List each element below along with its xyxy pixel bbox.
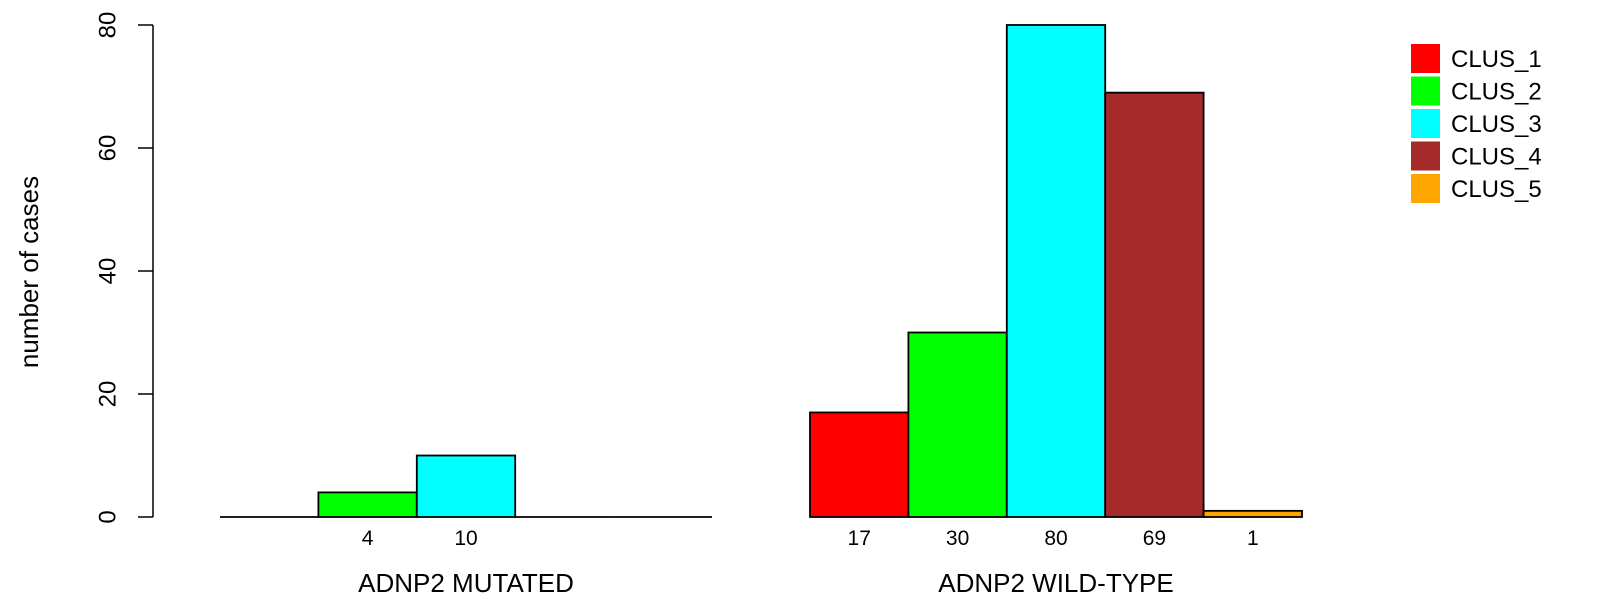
count-label: 17 <box>848 527 871 550</box>
legend-label: CLUS_5 <box>1451 176 1542 203</box>
bar <box>1104 91 1205 518</box>
y-axis-title: number of cases <box>14 176 44 368</box>
legend-swatch <box>1411 141 1440 171</box>
legend-swatch <box>1411 76 1440 106</box>
count-label: 69 <box>1143 527 1166 550</box>
count-label: 10 <box>454 527 477 550</box>
y-tick-label: 60 <box>94 135 121 162</box>
legend-swatch <box>1411 44 1440 73</box>
bar <box>907 331 1008 518</box>
legend-label: CLUS_1 <box>1451 46 1542 73</box>
bar <box>415 454 517 518</box>
legend: CLUS_1 CLUS_2 CLUS_3 CLUS_4 CLUS_5 <box>1411 44 1542 203</box>
group-label: ADNP2 WILD-TYPE <box>938 568 1174 598</box>
legend-swatch <box>1411 174 1440 203</box>
bars <box>220 24 1303 518</box>
count-label: 80 <box>1044 527 1067 550</box>
bar <box>1005 24 1107 518</box>
count-labels: 4 10 17 30 80 69 1 <box>362 527 1259 550</box>
legend-label: CLUS_3 <box>1451 111 1542 138</box>
y-tick-label: 80 <box>94 12 121 39</box>
count-label: 4 <box>362 527 374 550</box>
count-label: 1 <box>1247 527 1259 550</box>
y-tick-label: 40 <box>94 258 121 285</box>
bar <box>1202 509 1303 518</box>
bar <box>317 491 418 518</box>
y-axis: 0 20 40 60 80 <box>94 12 154 524</box>
group-label: ADNP2 MUTATED <box>358 568 574 598</box>
legend-swatch <box>1411 109 1440 138</box>
legend-label: CLUS_2 <box>1451 79 1542 106</box>
group-labels: ADNP2 MUTATED ADNP2 WILD-TYPE <box>358 568 1174 598</box>
y-tick-label: 20 <box>94 381 121 408</box>
count-label: 30 <box>946 527 969 550</box>
legend-label: CLUS_4 <box>1451 144 1542 171</box>
bar <box>809 411 910 518</box>
y-tick-label: 0 <box>94 510 121 523</box>
